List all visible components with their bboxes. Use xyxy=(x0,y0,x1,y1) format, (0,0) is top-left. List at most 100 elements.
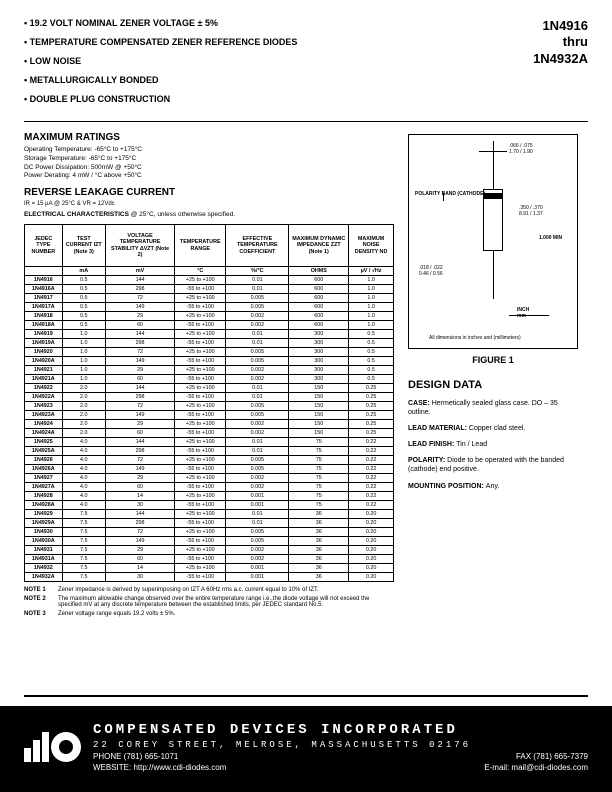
data-cell: 0.5 xyxy=(349,357,394,366)
note-row: NOTE 1Zener impedance is derived by supe… xyxy=(24,587,394,593)
design-key: POLARITY: xyxy=(408,457,447,464)
data-cell: +25 to +100 xyxy=(175,492,226,501)
data-cell: 29 xyxy=(105,420,174,429)
data-cell: 0.002 xyxy=(226,312,289,321)
footer-rule xyxy=(24,695,588,697)
data-cell: 600 xyxy=(289,303,349,312)
data-cell: 0.001 xyxy=(226,492,289,501)
data-cell: 0.005 xyxy=(226,411,289,420)
data-cell: 0.001 xyxy=(226,501,289,510)
design-value: Copper clad steel. xyxy=(469,425,525,432)
data-cell: 1.0 xyxy=(62,366,105,375)
data-cell: +25 to +100 xyxy=(175,312,226,321)
table-row: 1N4926A4.0149-55 to +1000.005750.22 xyxy=(25,465,394,474)
data-cell: 1.0 xyxy=(62,330,105,339)
data-cell: 36 xyxy=(289,555,349,564)
design-item: MOUNTING POSITION: Any. xyxy=(408,482,578,491)
data-cell: 75 xyxy=(289,501,349,510)
data-cell: 0.25 xyxy=(349,393,394,402)
data-cell: 150 xyxy=(289,402,349,411)
table-row: 1N4918A0.560-55 to +1000.0026001.0 xyxy=(25,321,394,330)
data-cell: 1.0 xyxy=(62,348,105,357)
part-thru: thru xyxy=(478,34,588,50)
data-cell: 0.25 xyxy=(349,429,394,438)
type-number-cell: 1N4929 xyxy=(25,510,63,519)
note-label: NOTE 3 xyxy=(24,611,58,617)
data-cell: 30 xyxy=(105,573,174,582)
data-cell: 36 xyxy=(289,528,349,537)
data-cell: 1.0 xyxy=(349,276,394,285)
col-header: MAXIMUM NOISE DENSITY ND xyxy=(349,225,394,267)
data-cell: 298 xyxy=(105,393,174,402)
table-row: 1N4920A1.0149-55 to +1000.0053000.5 xyxy=(25,357,394,366)
design-value: Tin / Lead xyxy=(456,441,487,448)
data-cell: 0.22 xyxy=(349,474,394,483)
company-web: WEBSITE: http://www.cdi-diodes.com xyxy=(93,763,226,772)
divider xyxy=(24,121,588,122)
type-number-cell: 1N4926 xyxy=(25,456,63,465)
col-header: MAXIMUM DYNAMIC IMPEDANCE ZZT (Note 1) xyxy=(289,225,349,267)
data-cell: 7.5 xyxy=(62,573,105,582)
type-number-cell: 1N4918 xyxy=(25,312,63,321)
data-cell: 600 xyxy=(289,285,349,294)
data-cell: 7.5 xyxy=(62,555,105,564)
data-cell: 144 xyxy=(105,330,174,339)
note-label: NOTE 1 xyxy=(24,587,58,593)
note-text: The maximum allowable change observed ov… xyxy=(58,596,394,608)
data-cell: 0.01 xyxy=(226,339,289,348)
data-cell: -55 to +100 xyxy=(175,357,226,366)
table-row: 1N4922A2.0298-55 to +1000.011500.25 xyxy=(25,393,394,402)
feature-list: • 19.2 VOLT NOMINAL ZENER VOLTAGE ± 5% •… xyxy=(24,18,334,113)
feature-item: • DOUBLE PLUG CONSTRUCTION xyxy=(24,94,334,104)
data-cell: 0.5 xyxy=(349,330,394,339)
table-row: 1N4927A4.060-55 to +1000.002750.22 xyxy=(25,483,394,492)
data-cell: -55 to +100 xyxy=(175,447,226,456)
type-number-cell: 1N4920A xyxy=(25,357,63,366)
table-row: 1N49242.029+25 to +1000.0021500.25 xyxy=(25,420,394,429)
data-cell: 300 xyxy=(289,375,349,384)
type-number-cell: 1N4921 xyxy=(25,366,63,375)
data-cell: 0.22 xyxy=(349,465,394,474)
elec-char-heading: ELECTRICAL CHARACTERISTICS @ 25°C, unles… xyxy=(24,211,394,218)
data-cell: 600 xyxy=(289,321,349,330)
data-cell: +25 to +100 xyxy=(175,366,226,375)
data-cell: +25 to +100 xyxy=(175,294,226,303)
data-cell: 60 xyxy=(105,429,174,438)
data-cell: 7.5 xyxy=(62,510,105,519)
rating-line: DC Power Dissipation: 500mW @ +50°C xyxy=(24,164,394,173)
fig-scale-note: All dimensions in inches and (millimeter… xyxy=(429,335,521,341)
data-cell: 4.0 xyxy=(62,465,105,474)
data-cell: 14 xyxy=(105,564,174,573)
data-cell: 4.0 xyxy=(62,492,105,501)
table-row: 1N49284.014+25 to +1000.001750.22 xyxy=(25,492,394,501)
data-cell: 4.0 xyxy=(62,474,105,483)
type-number-cell: 1N4921A xyxy=(25,375,63,384)
data-cell: -55 to +100 xyxy=(175,285,226,294)
data-cell: +25 to +100 xyxy=(175,438,226,447)
company-address: 22 COREY STREET, MELROSE, MASSACHUSETTS … xyxy=(93,740,588,750)
type-number-cell: 1N4924A xyxy=(25,429,63,438)
data-cell: 0.5 xyxy=(62,276,105,285)
data-cell: 1.0 xyxy=(62,339,105,348)
elec-char-cond: @ 25°C, unless otherwise specified. xyxy=(131,211,235,218)
data-cell: 0.20 xyxy=(349,573,394,582)
note-label: NOTE 2 xyxy=(24,596,58,608)
data-cell: 298 xyxy=(105,339,174,348)
part-from: 1N4916 xyxy=(478,18,588,34)
data-cell: 144 xyxy=(105,510,174,519)
data-cell: 14 xyxy=(105,492,174,501)
data-cell: 0.005 xyxy=(226,456,289,465)
design-item: CASE: Hermetically sealed glass case. DO… xyxy=(408,399,578,417)
data-cell: 2.0 xyxy=(62,429,105,438)
data-cell: 150 xyxy=(289,384,349,393)
footer: COMPENSATED DEVICES INCORPORATED 22 CORE… xyxy=(0,706,612,792)
data-cell: 60 xyxy=(105,375,174,384)
table-row: 1N49264.072+25 to +1000.005750.22 xyxy=(25,456,394,465)
table-row: 1N4921A1.060-55 to +1000.0023000.5 xyxy=(25,375,394,384)
data-cell: -55 to +100 xyxy=(175,573,226,582)
data-cell: 0.22 xyxy=(349,483,394,492)
table-row: 1N49201.072+25 to +1000.0053000.5 xyxy=(25,348,394,357)
table-row: 1N49274.029+25 to +1000.002750.22 xyxy=(25,474,394,483)
type-number-cell: 1N4922 xyxy=(25,384,63,393)
data-cell: 75 xyxy=(289,456,349,465)
